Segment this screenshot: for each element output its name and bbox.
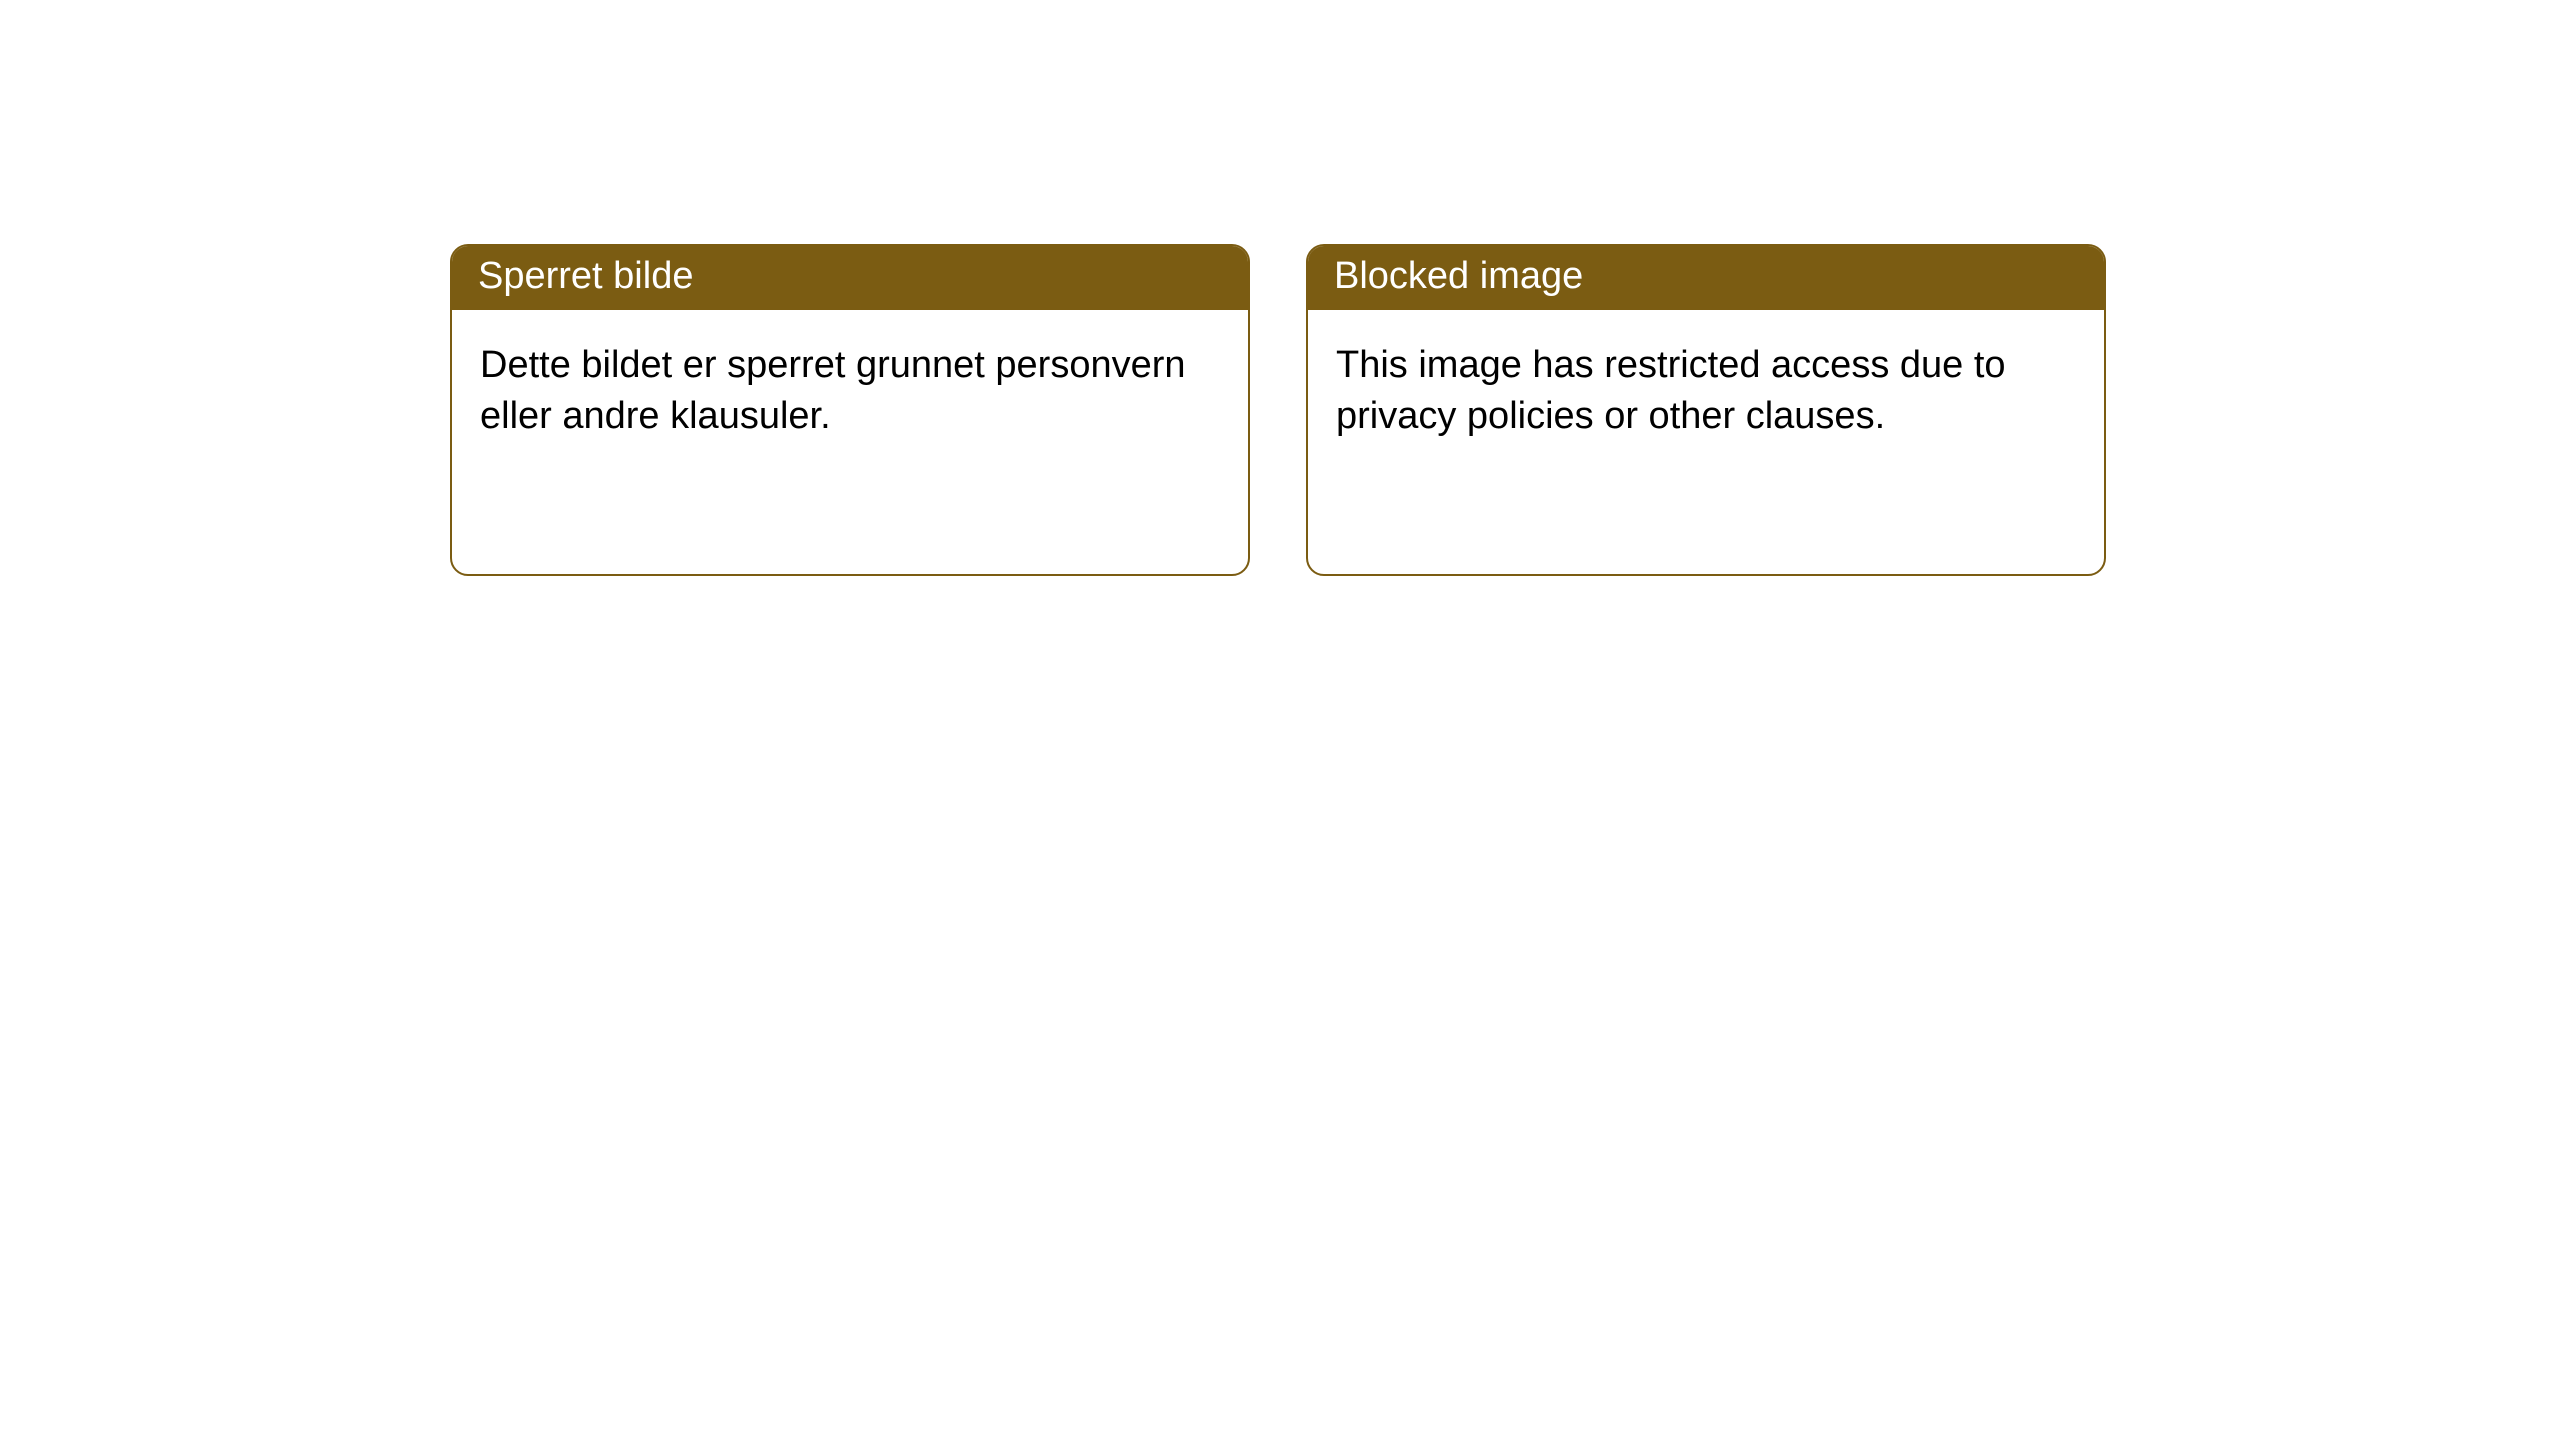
page-root: Sperret bilde Dette bildet er sperret gr… <box>0 0 2560 1440</box>
notice-card-no-body: Dette bildet er sperret grunnet personve… <box>452 310 1248 473</box>
notice-card-en: Blocked image This image has restricted … <box>1306 244 2106 576</box>
notice-card-no-title: Sperret bilde <box>452 246 1248 310</box>
notice-card-en-body: This image has restricted access due to … <box>1308 310 2104 473</box>
notice-card-no: Sperret bilde Dette bildet er sperret gr… <box>450 244 1250 576</box>
notice-card-en-title: Blocked image <box>1308 246 2104 310</box>
card-row: Sperret bilde Dette bildet er sperret gr… <box>450 244 2106 576</box>
